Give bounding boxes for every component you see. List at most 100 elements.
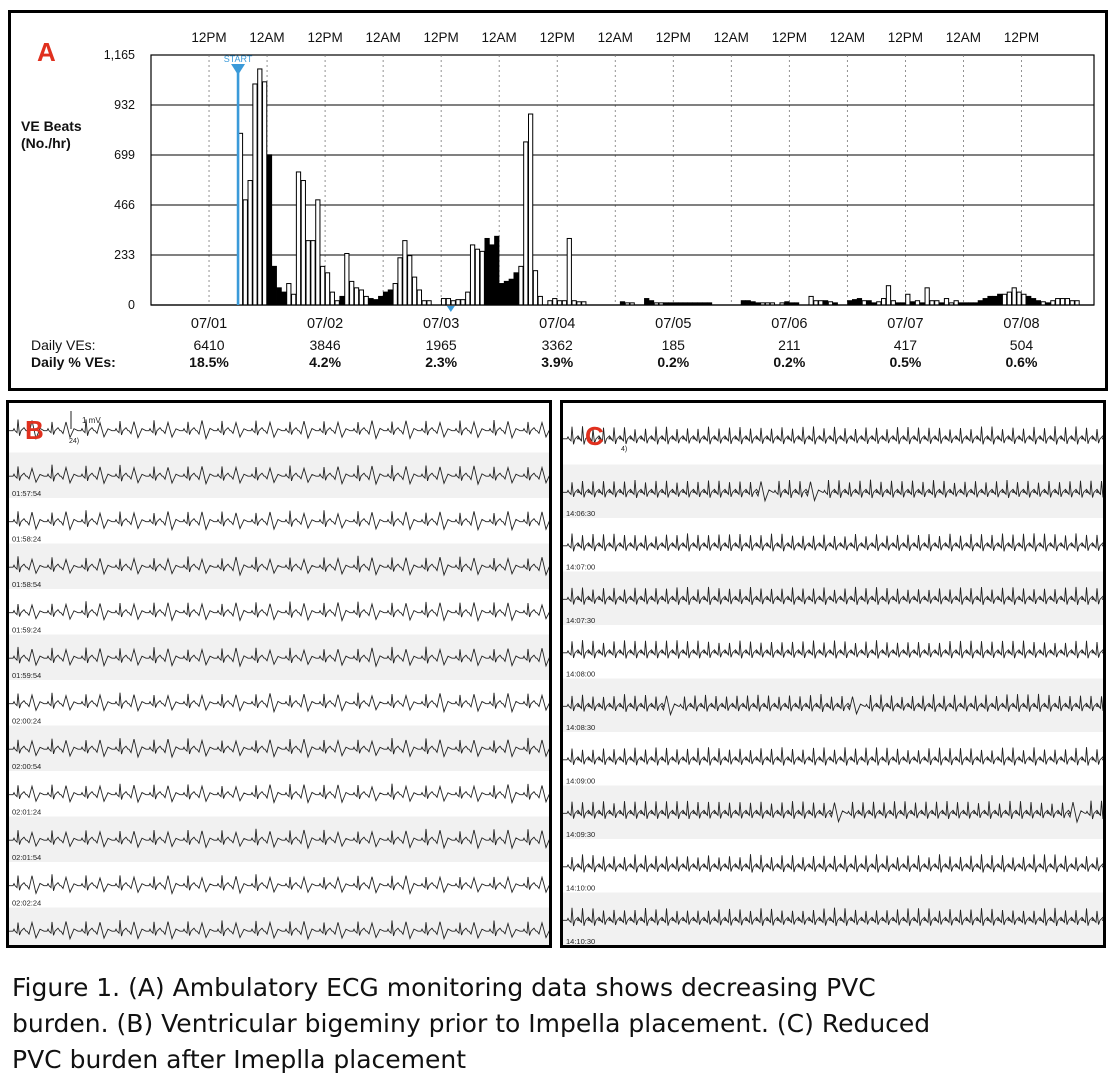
bar-filled xyxy=(503,280,510,306)
top-time-label: 12PM xyxy=(191,30,226,45)
x-day-label: 07/04 xyxy=(539,316,575,332)
ecg-lead-label: 4) xyxy=(621,446,627,453)
y-axis-label: VE Beats xyxy=(21,118,82,134)
bar-open xyxy=(252,83,258,306)
bar-open xyxy=(407,255,413,306)
ecg-timestamp: 14:08:30 xyxy=(566,723,595,732)
panel-label-c: C xyxy=(585,421,604,451)
bar-open xyxy=(818,300,824,306)
bar-open xyxy=(813,300,819,306)
chart-axes xyxy=(151,64,1094,312)
bar-filled xyxy=(387,289,393,306)
ecg-timestamp: 01:59:24 xyxy=(12,626,41,635)
bar-open xyxy=(885,285,892,306)
ecg-strip-band xyxy=(563,892,1103,945)
bar-open xyxy=(324,272,331,306)
figure-caption: Figure 1. (A) Ambulatory ECG monitoring … xyxy=(12,970,1102,1078)
bar-filled xyxy=(339,295,345,306)
ecg-timestamp: 01:58:54 xyxy=(12,580,41,589)
bar-open xyxy=(455,299,461,306)
bar-open xyxy=(465,291,471,306)
bar-open xyxy=(392,283,398,306)
ecg-trace xyxy=(563,586,1103,606)
bar-open xyxy=(315,199,321,306)
bar-filled xyxy=(648,300,655,306)
bar-open xyxy=(1059,298,1066,306)
bar-filled xyxy=(368,298,374,306)
ecg-trace xyxy=(563,533,1103,552)
ecg-trace xyxy=(563,693,1103,717)
bar-filled xyxy=(856,298,863,306)
bar-open xyxy=(469,244,476,306)
y-tick-label: 0 xyxy=(128,298,135,312)
top-time-label: 12AM xyxy=(482,30,517,45)
ecg-trace xyxy=(563,426,1103,445)
ecg-timestamp: 14:09:30 xyxy=(566,830,595,839)
bar-filled xyxy=(997,293,1003,306)
bar-open xyxy=(557,300,563,306)
daily-pct-value: 0.5% xyxy=(889,354,921,370)
daily-ves-value: 185 xyxy=(662,337,686,353)
bar-filled xyxy=(1035,300,1042,306)
panel-a-chart: A 12PM 12AM 12PM 12AM 12PM 12AM 12PM 12AM 12PM 12… xyxy=(8,10,1108,391)
x-day-label: 07/05 xyxy=(655,316,691,332)
ve-beats-chart: 12PM 12AM 12PM 12AM 12PM 12AM 12PM 12AM 12PM 12AM… xyxy=(21,30,1095,370)
ecg-timestamp: 02:00:54 xyxy=(12,762,41,771)
bar-filled xyxy=(508,278,514,306)
bar-open xyxy=(561,300,568,306)
panel-label-b: B xyxy=(25,415,44,445)
y-tick-label: 932 xyxy=(114,98,135,112)
ecg-lead-label: 24) xyxy=(69,438,79,445)
top-time-label: 12AM xyxy=(830,30,865,45)
daily-ves-value: 3846 xyxy=(310,337,341,353)
bar-open xyxy=(416,289,423,306)
bar-open xyxy=(528,113,534,306)
bar-filled xyxy=(745,300,751,306)
bar-filled xyxy=(513,272,519,306)
bar-open xyxy=(571,300,577,306)
bar-filled xyxy=(281,291,287,306)
ecg-timestamp: 14:07:30 xyxy=(566,616,595,625)
bar-filled xyxy=(1026,295,1032,306)
bar-open xyxy=(257,68,263,306)
bar-open xyxy=(363,295,369,306)
bar-open xyxy=(552,298,558,306)
bar-open xyxy=(358,289,364,306)
panel-b-ecg: B 01:57:54 01:58:24 01:58:54 01:59:24 01:59:… xyxy=(6,400,552,948)
bar-open xyxy=(262,81,268,306)
bar-open xyxy=(310,240,316,306)
bar-open xyxy=(349,280,355,306)
ecg-timestamp: 01:58:24 xyxy=(12,535,41,544)
bar-open xyxy=(353,287,360,306)
x-day-label: 07/08 xyxy=(1003,316,1039,332)
bar-open xyxy=(532,270,539,306)
ecg-timestamp: 14:06:30 xyxy=(566,509,595,518)
ecg-strips-after: 14:06:30 14:07:00 14:07:30 14:08:00 14:08:30… xyxy=(563,426,1103,945)
ecg-trace xyxy=(9,646,549,668)
bar-open xyxy=(953,300,959,306)
daily-ves-value: 417 xyxy=(894,337,918,353)
ecg-timestamp: 14:10:30 xyxy=(566,937,595,945)
bar-filled xyxy=(378,295,384,306)
ecg-trace xyxy=(9,601,549,623)
bar-filled xyxy=(644,298,650,306)
y-axis-label: (No./hr) xyxy=(21,135,71,151)
bar-open xyxy=(445,298,452,306)
daily-ves-value: 211 xyxy=(778,337,801,353)
daily-pct-value: 18.5% xyxy=(189,354,229,370)
bar-filled xyxy=(987,295,993,306)
bar-open xyxy=(518,265,524,306)
ecg-trace xyxy=(563,640,1103,659)
panel-label-a: A xyxy=(37,37,56,67)
y-tick-label: 1,165 xyxy=(104,48,135,62)
ecg-trace xyxy=(9,510,549,532)
bar-filled xyxy=(1030,298,1037,306)
ecg-trace xyxy=(563,907,1103,927)
bar-open xyxy=(934,300,940,306)
top-time-label: 12AM xyxy=(946,30,981,45)
summary-label-daily-ves: Daily VEs: xyxy=(31,337,96,353)
bar-open xyxy=(924,287,930,306)
ecg-timestamp: 02:01:54 xyxy=(12,853,41,862)
bar-filled xyxy=(382,291,389,306)
bar-open xyxy=(881,298,887,306)
